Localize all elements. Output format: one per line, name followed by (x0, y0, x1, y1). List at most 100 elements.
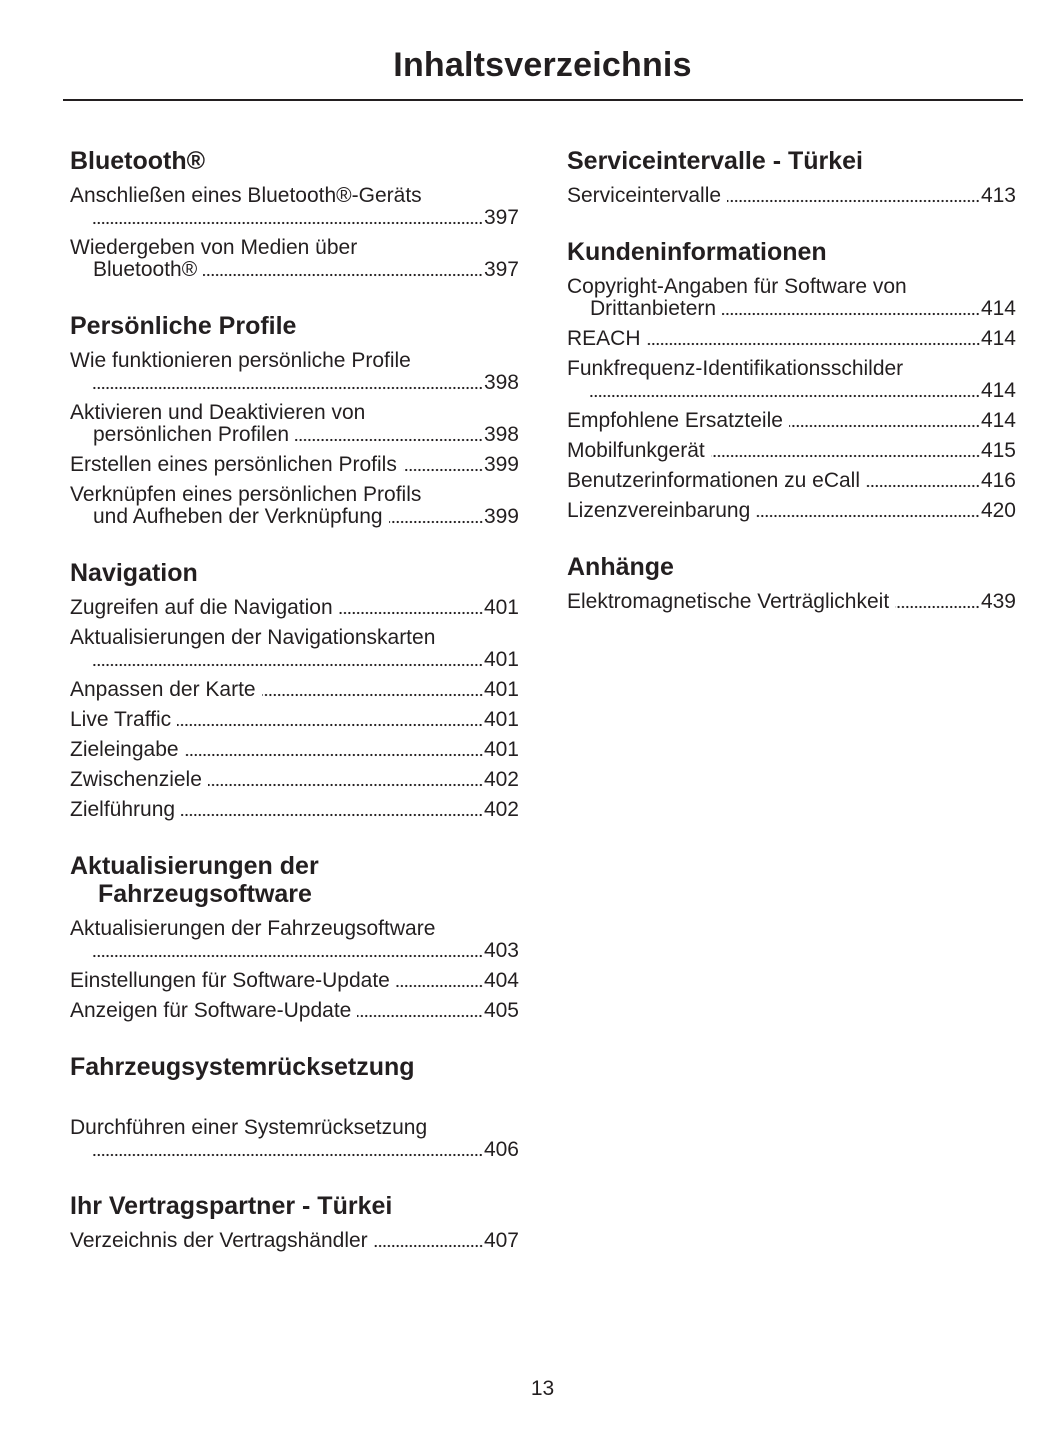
title-divider (63, 99, 1023, 101)
toc-entry[interactable]: Serviceintervalle 413 (567, 185, 1016, 207)
toc-entry-title: Zwischenziele (70, 768, 202, 791)
section-heading: Navigation (70, 559, 519, 587)
toc-entry-line: Aktivieren und Deaktivieren von (70, 402, 519, 424)
dot-leader (93, 954, 483, 958)
toc-entry-title: Aktualisierungen der Fahrzeugsoftware (70, 917, 436, 940)
toc-entry[interactable]: Copyright-Angaben für Software von Dritta… (567, 276, 1016, 320)
toc-entry-title: Aktivieren und Deaktivieren von (70, 401, 366, 424)
dot-leader (261, 693, 483, 697)
toc-entry-line: Wiedergeben von Medien über (70, 237, 519, 259)
toc-entry-title: persönlichen Profilen (93, 423, 290, 446)
toc-entry-title: Verzeichnis der Vertragshändler (70, 1229, 368, 1252)
toc-entry[interactable]: Aktualisierungen der Fahrzeugsoftware 403 (70, 918, 519, 962)
section-heading-line: Bluetooth® (70, 147, 206, 175)
toc-page-number: 403 (483, 939, 519, 962)
dot-leader (402, 468, 483, 472)
toc-entry-line: Erstellen eines persönlichen Profils 399 (70, 454, 519, 476)
toc-entry-title: Durchführen einer Systemrücksetzung (70, 1116, 428, 1139)
section-heading: Kundeninformationen (567, 238, 1016, 266)
toc-entry[interactable]: Anzeigen für Software-Update 405 (70, 1000, 519, 1022)
toc-entry[interactable]: Empfohlene Ersatzteile 414 (567, 410, 1016, 432)
toc-entry[interactable]: Aktivieren und Deaktivieren von persönlic… (70, 402, 519, 446)
toc-entry-title: Anpassen der Karte (70, 678, 256, 701)
toc-entry[interactable]: Durchführen einer Systemrücksetzung 406 (70, 1117, 519, 1161)
toc-page-number: 397 (483, 258, 519, 281)
toc-entry[interactable]: Wiedergeben von Medien über Bluetooth® 397 (70, 237, 519, 281)
toc-entry-line: Aktualisierungen der Navigationskarten (70, 627, 519, 649)
toc-right-column: Serviceintervalle - Türkei Serviceinterva… (567, 147, 1016, 613)
toc-entry-title: Drittanbietern (590, 297, 717, 320)
toc-entry[interactable]: Zieleingabe 401 (70, 739, 519, 761)
toc-entry[interactable]: Live Traffic 401 (70, 709, 519, 731)
toc-page-number: 401 (483, 596, 519, 619)
toc-entry-line: Zugreifen auf die Navigation 401 (70, 597, 519, 619)
toc-entry[interactable]: Verknüpfen eines persönlichen Profils und… (70, 484, 519, 528)
toc-entry[interactable]: Erstellen eines persönlichen Profils 399 (70, 454, 519, 476)
toc-entry-title: Einstellungen für Software-Update (70, 969, 390, 992)
toc-entry-line: 406 (70, 1139, 519, 1161)
toc-page-number: 405 (483, 999, 519, 1022)
toc-entry-title: Wiedergeben von Medien über (70, 236, 358, 259)
toc-entry[interactable]: Anpassen der Karte 401 (70, 679, 519, 701)
toc-page-number: 406 (483, 1138, 519, 1161)
section-heading-line: Navigation (70, 559, 198, 587)
toc-section: Bluetooth® Anschließen eines Bluetooth®-G… (70, 147, 519, 281)
toc-entry[interactable]: Anschließen eines Bluetooth®-Geräts 397 (70, 185, 519, 229)
dot-leader (295, 438, 483, 442)
toc-entry-title: Anschließen eines Bluetooth®-Geräts (70, 184, 422, 207)
toc-entry-line: REACH 414 (567, 328, 1016, 350)
section-heading-line: Aktualisierungen der (70, 852, 319, 880)
toc-page-number: 404 (483, 969, 519, 992)
toc-entry[interactable]: Einstellungen für Software-Update 404 (70, 970, 519, 992)
toc-entry[interactable]: Aktualisierungen der Navigationskarten 40… (70, 627, 519, 671)
toc-entry[interactable]: Lizenzvereinbarung 420 (567, 500, 1016, 522)
toc-entry[interactable]: REACH 414 (567, 328, 1016, 350)
toc-entry-title: Live Traffic (70, 708, 172, 731)
toc-page-number: 439 (980, 590, 1016, 613)
section-heading-line: Kundeninformationen (567, 238, 827, 266)
toc-entry-title: Anzeigen für Software-Update (70, 999, 352, 1022)
toc-entry[interactable]: Elektromagnetische Verträglichkeit 439 (567, 591, 1016, 613)
toc-entry[interactable]: Zugreifen auf die Navigation 401 (70, 597, 519, 619)
toc-entry-title: und Aufheben der Verknüpfung (93, 505, 383, 528)
toc-page-number: 414 (980, 409, 1016, 432)
toc-page-number: 414 (980, 327, 1016, 350)
dot-leader (93, 386, 483, 390)
dot-leader (357, 1014, 483, 1018)
toc-entry[interactable]: Benutzerinformationen zu eCall 416 (567, 470, 1016, 492)
toc-page-number: 401 (483, 648, 519, 671)
toc-entry[interactable]: Zwischenziele 402 (70, 769, 519, 791)
toc-page-number: 401 (483, 678, 519, 701)
toc-entry[interactable]: Verzeichnis der Vertragshändler 407 (70, 1230, 519, 1252)
toc-entry-line: Zielführung 402 (70, 799, 519, 821)
toc-entry-title: Funkfrequenz-Identifikationsschilder (567, 357, 904, 380)
toc-entry-line: 401 (70, 649, 519, 671)
section-heading: Serviceintervalle - Türkei (567, 147, 1016, 175)
toc-entry[interactable]: Wie funktionieren persönliche Profile 398 (70, 350, 519, 394)
section-heading-line: Serviceintervalle - Türkei (567, 147, 863, 175)
toc-entry-title: Bluetooth® (93, 258, 198, 281)
toc-entry-line: persönlichen Profilen 398 (70, 424, 519, 446)
toc-entry-line: Zwischenziele 402 (70, 769, 519, 791)
dot-leader (177, 723, 483, 727)
toc-page-number: 399 (483, 505, 519, 528)
dot-leader (388, 520, 483, 524)
toc-entry-title: Wie funktionieren persönliche Profile (70, 349, 411, 372)
toc-entry-line: Empfohlene Ersatzteile 414 (567, 410, 1016, 432)
toc-section: Aktualisierungen der Fahrzeugsoftware Aktu… (70, 852, 519, 1022)
toc-page-number: 414 (980, 297, 1016, 320)
dot-leader (181, 813, 483, 817)
toc-entry-title: Benutzerinformationen zu eCall (567, 469, 860, 492)
toc-entry[interactable]: Mobilfunkgerät 415 (567, 440, 1016, 462)
toc-left-column: Bluetooth® Anschließen eines Bluetooth®-G… (70, 147, 519, 1252)
toc-entry[interactable]: Zielführung 402 (70, 799, 519, 821)
toc-entry[interactable]: Funkfrequenz-Identifikationsschilder 414 (567, 358, 1016, 402)
toc-entry-title: Verknüpfen eines persönlichen Profils (70, 483, 422, 506)
section-heading: Aktualisierungen der Fahrzeugsoftware (70, 852, 519, 908)
toc-page-number: 401 (483, 738, 519, 761)
dot-leader (338, 611, 483, 615)
section-heading: Fahrzeugsystemrücksetzung (70, 1053, 519, 1081)
toc-entry-line: 398 (70, 372, 519, 394)
toc-entry-line: 397 (70, 207, 519, 229)
toc-page-number: 401 (483, 708, 519, 731)
